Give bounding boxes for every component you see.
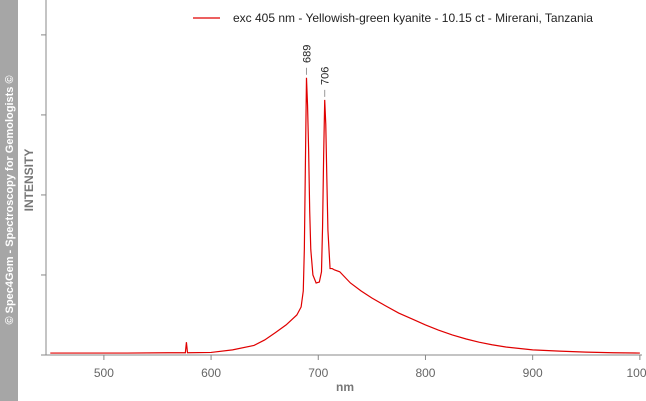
spectrum-line xyxy=(50,77,640,354)
y-axis-label: INTENSITY xyxy=(22,149,36,212)
annotation-label: 706 xyxy=(320,67,332,85)
sidebar xyxy=(0,0,18,401)
x-tick-label: 800 xyxy=(415,366,435,380)
x-tick-label: 700 xyxy=(308,366,328,380)
x-tick-label: 500 xyxy=(94,366,114,380)
x-tick-label: 900 xyxy=(523,366,543,380)
x-tick-label: 1000 xyxy=(627,366,646,380)
x-axis-label: nm xyxy=(336,380,354,394)
legend-label: exc 405 nm - Yellowish-green kyanite - 1… xyxy=(233,11,593,25)
copyright: © Spec4Gem - Spectroscopy for Gemologist… xyxy=(4,75,16,324)
annotation-label: 689 xyxy=(301,45,313,63)
x-tick-label: 600 xyxy=(201,366,221,380)
